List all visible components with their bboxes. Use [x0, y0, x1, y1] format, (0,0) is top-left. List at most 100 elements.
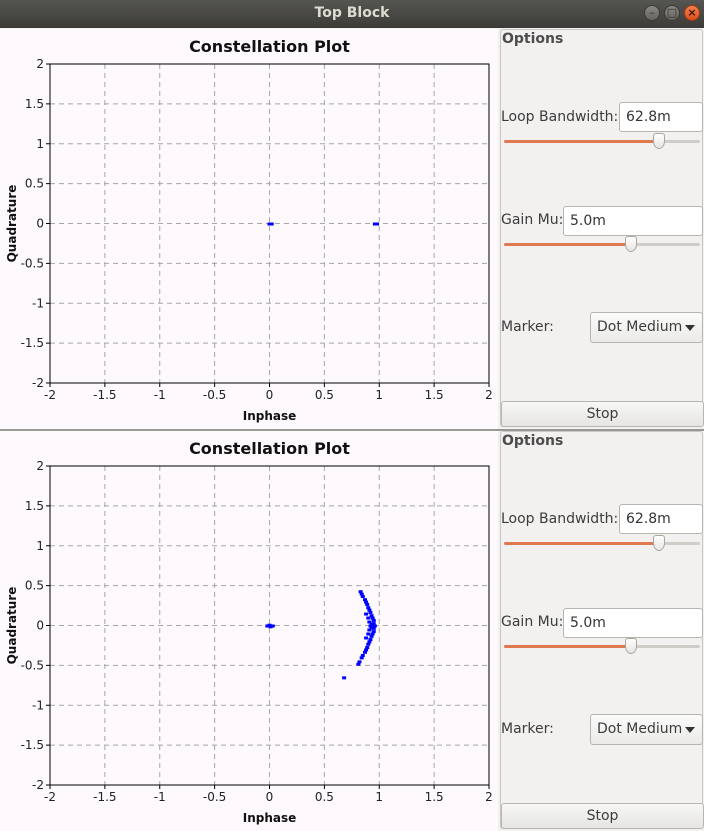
- data-point: [364, 600, 369, 604]
- y-tick-label: 0: [36, 619, 44, 633]
- x-tick-label: -2: [44, 388, 56, 402]
- data-point: [369, 626, 374, 630]
- data-point: [370, 632, 375, 636]
- data-point: [367, 640, 372, 644]
- loop-bandwidth-input[interactable]: 62.8m: [619, 504, 703, 534]
- y-tick-label: 2: [36, 459, 44, 473]
- y-tick-label: -2: [32, 376, 44, 390]
- y-tick-label: -1: [32, 296, 44, 310]
- plot-canvas-1: Constellation Plot -2 -1.5 -1 -0.5 0 0.5 1 1.5 2 2…: [5, 37, 493, 423]
- loop-bandwidth-slider[interactable]: [504, 535, 700, 551]
- stop-button[interactable]: Stop: [501, 803, 704, 829]
- y-tick-label: -1.5: [21, 336, 44, 350]
- x-tick-label: -1: [154, 790, 166, 804]
- data-point: [365, 646, 370, 650]
- x-tick-label: -1.5: [93, 388, 116, 402]
- y-axis-label: Quadrature: [5, 587, 19, 665]
- data-point: [366, 632, 371, 636]
- data-point: [362, 598, 367, 602]
- y-tick-label: 0: [36, 217, 44, 231]
- chart-title: Constellation Plot: [189, 37, 350, 56]
- y-tick-label: 0.5: [25, 177, 44, 191]
- constellation-plot-2[interactable]: Constellation Plot -2 -1.5 -1 -0.5 0 0.5 1 1.5 2 2…: [0, 431, 498, 831]
- data-point: [371, 626, 376, 630]
- x-tick-label: 1: [375, 388, 383, 402]
- loop-bandwidth-slider-fill: [504, 140, 659, 143]
- loop-bandwidth-slider[interactable]: [504, 133, 700, 149]
- plot-canvas-2: Constellation Plot -2 -1.5 -1 -0.5 0 0.5 1 1.5 2 2…: [5, 439, 493, 825]
- marker-dropdown[interactable]: Dot Medium: [590, 312, 703, 343]
- y-tick-label: 1: [36, 137, 44, 151]
- y-tick-label: -0.5: [21, 658, 44, 672]
- constellation-plot-1[interactable]: Constellation Plot -2 -1.5 -1 -0.5 0 0.5 1 1.5 2 2…: [0, 29, 498, 429]
- gain-mu-slider-fill: [504, 645, 632, 648]
- gain-mu-slider-handle[interactable]: [625, 638, 638, 654]
- data-point: [366, 642, 371, 646]
- loop-bandwidth-slider-handle[interactable]: [652, 133, 665, 149]
- x-tick-label: 0.5: [315, 388, 334, 402]
- loop-bandwidth-slider-fill: [504, 542, 659, 545]
- data-point: [369, 634, 374, 638]
- gain-mu-slider[interactable]: [504, 638, 700, 654]
- data-point: [265, 624, 270, 628]
- data-point: [369, 614, 374, 618]
- y-tick-label: 0.5: [25, 579, 44, 593]
- panel-divider: [0, 429, 704, 431]
- marker-label: Marker:: [501, 319, 554, 335]
- y-tick-label: -1.5: [21, 738, 44, 752]
- data-point: [364, 648, 369, 652]
- data-point: [367, 608, 372, 612]
- data-point: [371, 622, 376, 626]
- x-tick-label: 1.5: [425, 388, 444, 402]
- data-point: [367, 628, 372, 632]
- data-point: [364, 636, 369, 640]
- data-point: [358, 590, 363, 594]
- marker-dropdown[interactable]: Dot Medium: [590, 714, 703, 745]
- data-point: [366, 616, 371, 620]
- stop-button[interactable]: Stop: [501, 401, 704, 427]
- x-tick-label: 1: [375, 790, 383, 804]
- data-point: [360, 594, 365, 598]
- loop-bandwidth-label: Loop Bandwidth:: [501, 109, 619, 125]
- chart-title: Constellation Plot: [189, 439, 350, 458]
- y-tick-label: 1.5: [25, 97, 44, 111]
- gain-mu-input[interactable]: 5.0m: [563, 608, 703, 638]
- data-point: [368, 638, 373, 642]
- y-tick-label: 1.5: [25, 499, 44, 513]
- data-point: [371, 618, 376, 622]
- data-point: [367, 620, 372, 624]
- x-tick-label: 2: [485, 388, 493, 402]
- data-point: [371, 630, 376, 634]
- data-point: [267, 623, 272, 627]
- data-point: [370, 616, 375, 620]
- gain-mu-slider-fill: [504, 243, 632, 246]
- y-tick-label: 2: [36, 57, 44, 71]
- gain-mu-slider-handle[interactable]: [625, 236, 638, 252]
- data-point: [365, 602, 370, 606]
- data-point: [270, 624, 275, 628]
- close-icon[interactable]: ×: [684, 5, 700, 21]
- marker-dropdown-value: Dot Medium: [597, 721, 683, 737]
- x-tick-label: 0: [266, 388, 274, 402]
- x-tick-label: -1: [154, 388, 166, 402]
- data-point: [360, 654, 365, 658]
- minimize-icon[interactable]: –: [644, 5, 660, 21]
- gain-mu-slider[interactable]: [504, 236, 700, 252]
- y-tick-label: -0.5: [21, 256, 44, 270]
- window-title: Top Block: [314, 5, 390, 21]
- plot-frame: [49, 465, 490, 786]
- data-point: [356, 662, 361, 666]
- data-point: [375, 222, 380, 226]
- window-titlebar[interactable]: Top Block – □ ×: [0, 0, 704, 28]
- loop-bandwidth-input[interactable]: 62.8m: [619, 102, 703, 132]
- loop-bandwidth-slider-handle[interactable]: [652, 535, 665, 551]
- marker-dropdown-value: Dot Medium: [597, 319, 683, 335]
- x-axis-label: Inphase: [243, 811, 297, 825]
- plot-frame: [49, 63, 490, 384]
- gain-mu-input[interactable]: 5.0m: [563, 206, 703, 236]
- y-tick-label: -2: [32, 778, 44, 792]
- data-point: [362, 650, 367, 654]
- y-axis-label: Quadrature: [5, 185, 19, 263]
- gain-mu-label: Gain Mu:: [501, 614, 564, 630]
- maximize-icon[interactable]: □: [664, 5, 680, 21]
